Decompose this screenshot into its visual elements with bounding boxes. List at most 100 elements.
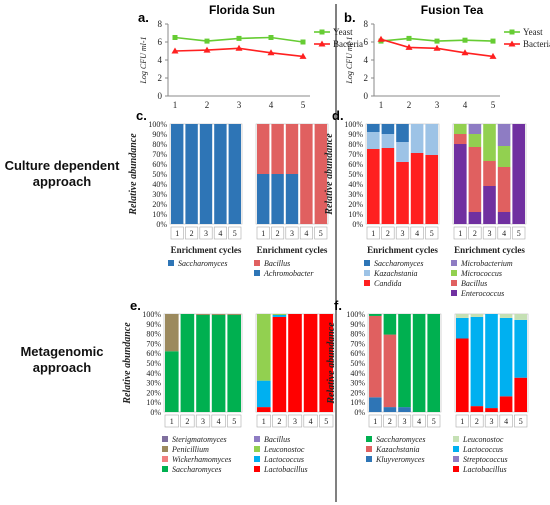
legend-label-wickerhamomyces-e: Wickerhamomyces [172,455,231,464]
x-tick-label-a: 2 [205,100,210,110]
bar-segment-saccharomyces-f [427,314,440,412]
legend-swatch-e [254,466,260,472]
row-title-metagenomic-line1: Metagenomic [20,344,103,359]
legend-swatch-c [254,270,260,276]
bar-segment-saccharomyces-c [214,124,227,224]
point-bacteria-b [461,49,469,56]
x-tick-label-c: 3 [290,229,294,238]
x-tick-label-e: 5 [232,417,236,426]
x-tick-label-e: 3 [201,417,205,426]
y-tick-label-a: 0 [158,91,163,101]
y-tick-label-b: 4 [364,55,369,65]
legend-label-kazachstania-d: Kazachstania [373,269,418,278]
bar-segment-saccharomyces-e [196,314,210,412]
y-tick-label-d: 70% [348,150,363,159]
bar-segment-saccharomyces-c [185,124,198,224]
y-tick-label-c: 60% [152,160,167,169]
x-tick-label-d: 4 [502,229,506,238]
x-tick-label-e: 4 [309,417,313,426]
bar-segment-bacillus-d [497,167,511,212]
y-tick-label-f: 30% [350,379,365,388]
y-tick-label-f: 60% [350,349,365,358]
bar-segment-kazachstania-d [367,132,380,149]
x-tick-label-c: 3 [204,229,208,238]
x-tick-label-e: 4 [217,417,221,426]
legend-label-bacteria-b: Bacteria [523,39,550,49]
bar-segment-saccharomyces-d [367,124,380,132]
bar-segment-bacillus-c [300,124,313,224]
bar-segment-kazachstania-f [369,315,382,398]
bar-segment-lactococcus-f [470,316,484,407]
x-tick-box-c [213,226,227,240]
bar-segment-bacillus-d [468,147,482,212]
legend-label-yeast-a: Yeast [333,27,353,37]
legend-swatch-d [451,270,457,276]
x-tick-label-d: 2 [386,229,390,238]
bar-segment-lactococcus-e [257,380,271,408]
bar-segment-kazachstania-f [383,334,397,408]
point-bacteria-a [203,46,211,53]
bar-segment-enterococcus-d [454,144,467,224]
y-tick-label-d: 50% [348,170,363,179]
y-axis-title-b: Log CFU ml-1 [345,36,354,84]
legend-label-lactobacillus-e: Lactobacillus [263,465,308,474]
x-tick-label-f: 2 [388,417,392,426]
y-tick-label-b: 6 [364,37,369,47]
point-yeast-b [490,38,496,44]
point-bacteria-a [299,52,307,59]
legend-swatch-f [366,436,372,442]
x-tick-label-d: 4 [415,229,419,238]
x-tick-label-e: 5 [324,417,328,426]
y-axis-title-f: Relative abundance [326,322,337,405]
bar-segment-micrococcus-d [468,134,482,147]
legend-swatch-e [162,446,168,452]
y-tick-label-a: 8 [158,19,163,29]
point-yeast-a [300,39,306,45]
legend-label-bacillus-c: Bacillus [264,259,290,268]
bar-segment-lactobacillus-e [272,316,287,412]
y-tick-label-d: 10% [348,210,363,219]
bar-segment-kluyveromyces-f [398,407,411,412]
legend-label-kluyveromyces-f: Kluyveromyces [375,455,425,464]
x-tick-box-e [211,414,226,428]
legend-label-sterigmatomyces-e: Sterigmatomyces [172,435,227,444]
legend-label-lactococcus-e: Lactococcus [263,455,304,464]
bar-segment-penicillium-e [227,314,241,315]
legend-label-enterococcus-d: Enterococcus [460,289,504,298]
bar-segment-kazachstania-d [396,142,409,162]
x-tick-box-e [180,414,195,428]
y-tick-label-c: 80% [152,140,167,149]
x-tick-label-d: 2 [473,229,477,238]
point-yeast-a [236,35,242,41]
x-axis-title-d: Enrichment cycles [454,245,525,255]
x-tick-box-d [381,226,395,240]
y-tick-label-f: 20% [350,388,365,397]
bar-segment-kluyveromyces-f [369,397,382,412]
legend-label-bacteria-a: Bacteria [333,39,363,49]
panel-label-f: f. [334,298,342,313]
y-tick-label-c: 20% [152,200,167,209]
y-tick-label-f: 70% [350,339,365,348]
x-tick-label-f: 2 [475,417,479,426]
x-tick-box-c [199,226,213,240]
x-tick-label-d: 3 [401,229,405,238]
legend-swatch-d [451,260,457,266]
bar-segment-candida-d [367,149,380,224]
bar-segment-saccharomyces-f [383,314,397,335]
bar-segment-micrococcus-d [483,124,496,161]
legend-swatch-f [453,436,459,442]
y-tick-label-b: 0 [364,91,369,101]
bar-segment-lactobacillus-e [257,407,271,412]
x-tick-label-f: 3 [403,417,407,426]
bar-segment-lactococcus-f [499,317,513,397]
x-tick-box-d [425,226,439,240]
y-tick-label-c: 10% [152,210,167,219]
y-tick-label-e: 30% [146,379,161,388]
y-tick-label-f: 90% [350,320,365,329]
legend-label-kazachstania-f: Kazachstania [375,445,420,454]
x-tick-box-e [272,414,287,428]
x-tick-box-c [170,226,184,240]
y-tick-label-f: 100% [346,310,365,319]
x-tick-box-f [455,414,469,428]
